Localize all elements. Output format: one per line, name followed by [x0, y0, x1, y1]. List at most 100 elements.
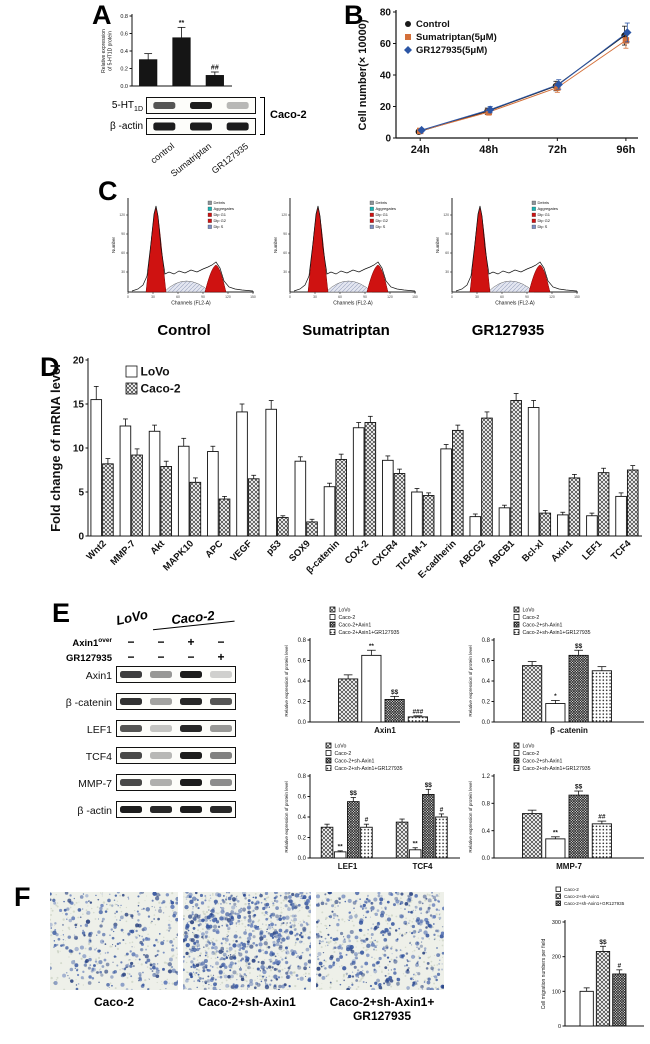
svg-text:ABCB1: ABCB1: [486, 538, 517, 569]
svg-text:Caco-2: Caco-2: [141, 382, 181, 396]
blot-band-lef1: [116, 720, 236, 737]
svg-text:60: 60: [121, 251, 125, 255]
condition-sign: −: [187, 650, 195, 664]
svg-text:96h: 96h: [616, 144, 635, 156]
blot-label-sub: 1D: [134, 106, 143, 113]
svg-text:Control: Control: [416, 19, 450, 30]
svg-text:60: 60: [380, 39, 392, 50]
svg-text:$$: $$: [599, 939, 607, 946]
svg-text:$$: $$: [575, 784, 583, 791]
blot-row-label-5ht1d: 5-HT1D: [98, 100, 143, 113]
svg-text:0.8: 0.8: [482, 638, 491, 644]
svg-text:Relative expression of protein: Relative expression of protein level: [468, 645, 473, 716]
condition-sign: −: [127, 635, 135, 649]
blot-band-tcf4: [116, 747, 236, 764]
svg-text:0.2: 0.2: [298, 836, 307, 842]
svg-text:0.2: 0.2: [482, 700, 491, 706]
svg-text:ABCG2: ABCG2: [456, 538, 487, 569]
svg-text:Dip G2: Dip G2: [538, 218, 551, 223]
svg-text:LoVo: LoVo: [141, 365, 170, 379]
svg-text:LEF1: LEF1: [580, 538, 605, 563]
svg-text:SOX9: SOX9: [287, 538, 313, 564]
svg-text:#: #: [365, 817, 369, 824]
svg-text:Channels (FL2-A): Channels (FL2-A): [171, 301, 211, 307]
svg-text:MAPK10: MAPK10: [161, 538, 196, 573]
svg-text:90: 90: [201, 295, 205, 299]
svg-text:150: 150: [574, 295, 580, 299]
svg-text:60: 60: [176, 295, 180, 299]
svg-text:Caco-2: Caco-2: [523, 615, 540, 621]
condition-sign: −: [157, 635, 165, 649]
svg-text:0.2: 0.2: [298, 700, 307, 706]
svg-text:Caco-2: Caco-2: [523, 751, 540, 757]
svg-text:60: 60: [283, 251, 287, 255]
panel-label-a: A: [92, 0, 113, 30]
svg-text:Dip G2: Dip G2: [376, 218, 389, 223]
svg-text:200: 200: [552, 955, 561, 961]
svg-text:TCF4: TCF4: [413, 862, 434, 871]
svg-text:COX-2: COX-2: [343, 538, 371, 566]
svg-text:48h: 48h: [479, 144, 498, 156]
svg-text:**: **: [338, 843, 344, 850]
svg-text:30: 30: [313, 295, 317, 299]
svg-text:of 5-HT1D protein: of 5-HT1D protein: [108, 31, 114, 71]
svg-text:30: 30: [445, 270, 449, 274]
svg-text:Dip G1: Dip G1: [376, 212, 389, 217]
svg-text:0.4: 0.4: [298, 815, 307, 821]
svg-text:Cell migration numbers per fie: Cell migration numbers per field: [541, 938, 547, 1009]
panel-e-lef1-tcf4-chart: 0.0 0.2 0.4 0.6 0.8 Relative expression of pr…: [284, 742, 460, 871]
svg-text:Caco-2+sh-Axin1: Caco-2+sh-Axin1: [564, 894, 600, 899]
svg-text:MMP-7: MMP-7: [108, 538, 137, 567]
svg-text:Channels (FL2-A): Channels (FL2-A): [333, 301, 373, 307]
svg-text:0.4: 0.4: [482, 679, 491, 685]
blot-header-lovo: LoVo: [114, 606, 150, 628]
svg-text:0.6: 0.6: [298, 659, 307, 665]
svg-text:20: 20: [73, 356, 85, 367]
svg-text:**: **: [413, 840, 419, 847]
svg-text:120: 120: [225, 295, 231, 299]
svg-text:0: 0: [78, 532, 84, 543]
panel-a-blot: 5-HT1D β -actin Caco-2 control Sumatript…: [98, 97, 348, 179]
svg-text:40: 40: [380, 71, 392, 82]
svg-text:Aggregates: Aggregates: [214, 206, 234, 211]
svg-text:0.0: 0.0: [298, 856, 307, 862]
svg-text:0.4: 0.4: [482, 829, 491, 835]
svg-text:90: 90: [445, 232, 449, 236]
svg-text:0.8: 0.8: [298, 774, 307, 780]
svg-text:Wnt2: Wnt2: [85, 538, 109, 562]
svg-text:120: 120: [387, 295, 393, 299]
svg-text:90: 90: [121, 232, 125, 236]
svg-text:Relative expression of protein: Relative expression of protein level: [284, 645, 289, 716]
panel-label-d: D: [40, 352, 61, 382]
svg-text:p53: p53: [264, 538, 283, 557]
cell-line-label: Caco-2: [270, 109, 307, 121]
svg-text:0.8: 0.8: [482, 801, 491, 807]
svg-text:30: 30: [475, 295, 479, 299]
blot-band-bactin: [146, 118, 256, 135]
condition-sign: −: [127, 650, 135, 664]
svg-text:Caco-2+sh-Axin1+GR127935: Caco-2+sh-Axin1+GR127935: [523, 630, 591, 636]
svg-text:90: 90: [283, 232, 287, 236]
svg-text:LoVo: LoVo: [339, 607, 351, 613]
svg-text:$$: $$: [391, 689, 399, 696]
svg-text:Caco-2+sh-Axin1: Caco-2+sh-Axin1: [523, 622, 563, 628]
svg-text:0: 0: [385, 134, 391, 145]
svg-text:Caco-2+sh-Axin1+GR127935: Caco-2+sh-Axin1+GR127935: [335, 766, 403, 772]
svg-text:LEF1: LEF1: [338, 862, 358, 871]
svg-text:120: 120: [443, 213, 449, 217]
panel-label-f: F: [14, 882, 32, 912]
svg-text:20: 20: [380, 102, 392, 113]
svg-text:**: **: [553, 829, 559, 836]
svg-text:Debris: Debris: [214, 200, 226, 205]
svg-text:Debris: Debris: [376, 200, 388, 205]
svg-text:5: 5: [78, 488, 84, 499]
blot-band-axin1: [116, 666, 236, 683]
svg-text:APC: APC: [203, 538, 225, 560]
svg-text:150: 150: [250, 295, 256, 299]
blot-row-label-bactin: β -actin: [77, 805, 112, 817]
svg-text:Number: Number: [273, 237, 278, 254]
panel-e-bcatenin-chart: 0.0 0.2 0.4 0.6 0.8 Relative expression of pr…: [468, 606, 644, 735]
svg-text:0.0: 0.0: [120, 84, 128, 90]
